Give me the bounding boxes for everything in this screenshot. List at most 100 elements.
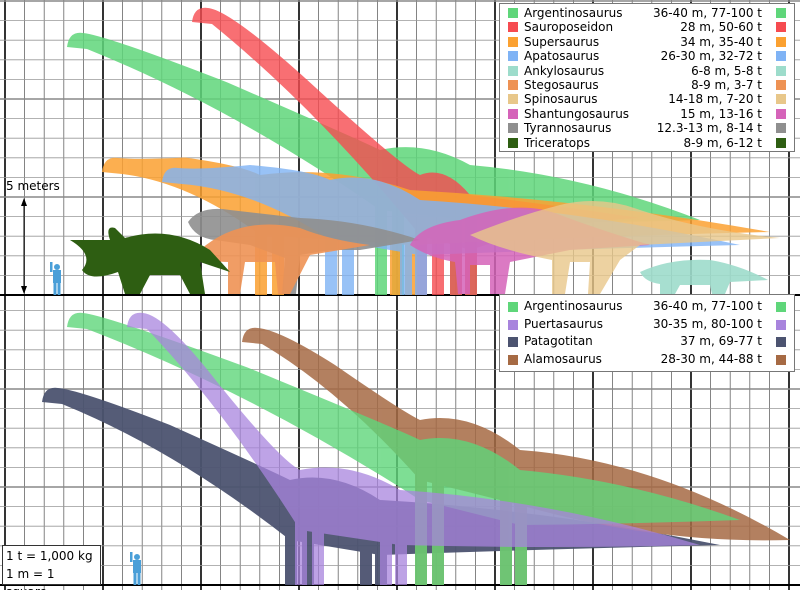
legend-swatch: [776, 65, 786, 76]
legend-name: Supersaurus: [524, 34, 600, 49]
legend-name: Argentinosaurus: [524, 6, 623, 20]
legend-swatch: [508, 337, 518, 347]
legend-name: Ankylosaurus: [524, 63, 605, 78]
legend-swatch: [776, 22, 786, 33]
legend-entry: Shantungosaurus 15 m, 13-16 t: [500, 107, 794, 121]
units-box: 1 t = 1,000 kg 1 m = 1 square: [2, 545, 101, 590]
legend-name: Stegosaurus: [524, 77, 599, 92]
legend-swatch: [776, 108, 786, 119]
legend-swatch: [776, 36, 786, 47]
silhouette-spinosaurus: [470, 201, 780, 294]
legend-swatch: [508, 354, 518, 365]
legend-name: Apatosaurus: [524, 49, 600, 64]
legend-entry: Ankylosaurus 6-8 m, 5-8 t: [500, 64, 794, 78]
scale-label: 5 meters: [6, 179, 60, 193]
meter-unit: 1 m = 1 square: [6, 567, 55, 590]
legend-swatch: [508, 108, 518, 119]
legend-entry: Apatosaurus 26-30 m, 32-72 t: [500, 49, 794, 63]
leg: [57, 283, 61, 295]
legend-stats: 6-8 m, 5-8 t: [691, 63, 762, 78]
legend-swatch: [508, 65, 518, 76]
legend-entry: Alamosaurus 28-30 m, 44-88 t: [500, 351, 794, 369]
legend-stats: 8-9 m, 3-7 t: [691, 77, 762, 92]
legend-stats: 26-30 m, 32-72 t: [660, 49, 762, 64]
legend-stats: 34 m, 35-40 t: [680, 34, 762, 49]
leg: [53, 283, 57, 295]
leg: [285, 520, 297, 585]
legend-swatch: [776, 8, 786, 18]
silhouette-triceratops: [70, 227, 230, 294]
legend-stats: 28-30 m, 44-88 t: [660, 351, 762, 366]
legend-entry: Puertasaurus 30-35 m, 80-100 t: [500, 316, 794, 334]
legend-entry: Argentinosaurus 36-40 m, 77-100 t: [500, 298, 794, 316]
legend-swatch: [508, 137, 518, 148]
body: [67, 312, 740, 525]
legend-stats: 37 m, 69-77 t: [680, 334, 762, 348]
legend-swatch: [776, 94, 786, 105]
body: [67, 32, 700, 223]
legend-swatch: [776, 337, 786, 347]
legend-swatch: [508, 51, 518, 62]
leg: [395, 530, 407, 585]
legend-swatch: [508, 123, 518, 134]
legend-bottom: Argentinosaurus 36-40 m, 77-100 t Puertasa…: [499, 294, 795, 372]
legend-stats: 28 m, 50-60 t: [680, 20, 762, 35]
legend-name: Sauroposeidon: [524, 20, 614, 35]
legend-name: Spinosaurus: [524, 92, 598, 107]
legend-swatch: [508, 94, 518, 105]
legend-swatch: [776, 354, 786, 365]
torso: [133, 560, 141, 573]
legend-entry: Patagotitan 37 m, 69-77 t: [500, 333, 794, 351]
legend-swatch: [776, 123, 786, 134]
legend-name: Patagotitan: [524, 334, 593, 348]
legend-swatch: [508, 8, 518, 18]
leg: [137, 573, 141, 585]
legend-entry: Sauroposeidon 28 m, 50-60 t: [500, 20, 794, 34]
legend-stats: 12.3-13 m, 8-14 t: [656, 121, 762, 136]
ton-unit: 1 t = 1,000 kg: [6, 549, 93, 563]
legend-name: Shantungosaurus: [524, 106, 630, 121]
leg: [415, 240, 427, 295]
legend-entry: Supersaurus 34 m, 35-40 t: [500, 35, 794, 49]
leg: [400, 240, 412, 295]
human-silhouette: [50, 262, 61, 295]
legend-name: Triceratops: [524, 135, 591, 150]
legend-top: Argentinosaurus 36-40 m, 77-100 t Sauropos…: [499, 3, 795, 152]
arm: [50, 262, 53, 272]
body: [242, 327, 790, 541]
legend-swatch: [508, 302, 518, 312]
silhouette-stegosaurus: [200, 224, 370, 294]
arrow-down-icon: [21, 286, 27, 294]
legend-entry: Tyrannosaurus 12.3-13 m, 8-14 t: [500, 121, 794, 135]
leg: [133, 573, 137, 585]
legend-swatch: [508, 79, 518, 90]
legend-stats: 15 m, 13-16 t: [680, 106, 762, 121]
leg: [380, 530, 392, 585]
legend-swatch: [776, 302, 786, 312]
legend-stats: 36-40 m, 77-100 t: [652, 6, 762, 20]
legend-entry: Argentinosaurus 36-40 m, 77-100 t: [500, 6, 794, 20]
leg: [360, 540, 372, 585]
legend-swatch: [508, 319, 518, 330]
human-silhouette: [130, 552, 141, 585]
silhouette-ankylosaurus: [640, 259, 768, 294]
legend-swatch: [776, 79, 786, 90]
legend-name: Tyrannosaurus: [524, 121, 612, 136]
legend-entry: Spinosaurus 14-18 m, 7-20 t: [500, 92, 794, 106]
head: [54, 264, 60, 270]
legend-swatch: [776, 319, 786, 330]
legend-entry: Triceratops 8-9 m, 6-12 t: [500, 136, 794, 150]
legend-entry: Stegosaurus 8-9 m, 3-7 t: [500, 78, 794, 92]
legend-name: Puertasaurus: [524, 316, 604, 331]
head: [134, 554, 140, 560]
leg: [295, 510, 307, 585]
legend-stats: 14-18 m, 7-20 t: [668, 92, 762, 107]
legend-swatch: [508, 22, 518, 33]
legend-name: Argentinosaurus: [524, 299, 623, 313]
torso: [53, 270, 61, 283]
silhouette-puertasaurus: [127, 312, 700, 585]
legend-stats: 30-35 m, 80-100 t: [652, 316, 762, 331]
arrow-up-icon: [21, 198, 27, 206]
